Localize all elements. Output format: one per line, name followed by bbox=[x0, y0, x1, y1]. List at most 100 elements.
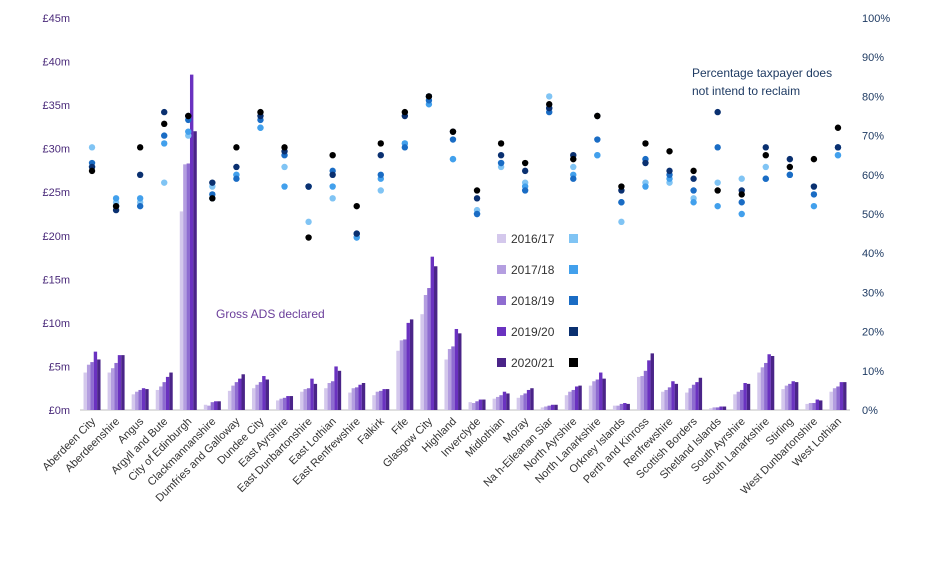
dot-0-22 bbox=[618, 218, 625, 226]
bar-4-26 bbox=[722, 406, 727, 410]
dot-2-29 bbox=[786, 171, 794, 178]
dot-4-8 bbox=[281, 144, 288, 151]
dot-3-3 bbox=[161, 108, 168, 116]
dot-4-12 bbox=[377, 140, 384, 147]
dot-4-31 bbox=[834, 124, 842, 131]
dot-2-22 bbox=[618, 199, 625, 206]
annotation-percentage-line1: Percentage taxpayer does bbox=[692, 66, 832, 80]
bar-1-10 bbox=[327, 383, 331, 410]
dot-2-21 bbox=[594, 136, 601, 143]
bar-3-26 bbox=[719, 406, 723, 410]
bar-1-27 bbox=[736, 391, 741, 410]
bar-1-18 bbox=[520, 395, 524, 410]
bar-1-5 bbox=[207, 405, 211, 410]
bar-4-11 bbox=[361, 383, 366, 410]
left-axis-tick-label: £20m bbox=[42, 231, 70, 243]
dot-2-16 bbox=[473, 210, 481, 218]
bar-4-19 bbox=[554, 404, 558, 410]
bar-0-8 bbox=[276, 400, 280, 410]
bar-2-25 bbox=[691, 384, 696, 410]
bar-4-14 bbox=[434, 266, 438, 410]
bar-4-28 bbox=[770, 355, 775, 410]
bar-3-12 bbox=[382, 389, 386, 410]
right-axis-tick-label: 0% bbox=[862, 405, 878, 417]
dot-1-2 bbox=[136, 195, 144, 202]
dot-4-22 bbox=[618, 183, 625, 190]
dot-1-10 bbox=[329, 183, 336, 190]
dot-3-16 bbox=[473, 195, 481, 202]
bar-2-1 bbox=[114, 362, 118, 410]
bar-1-26 bbox=[712, 407, 716, 410]
bar-4-2 bbox=[145, 389, 149, 410]
left-axis-tick-label: £35m bbox=[42, 100, 70, 112]
legend-dot-swatch-0 bbox=[569, 234, 578, 243]
left-axis-tick-label: £40m bbox=[42, 57, 70, 69]
bar-3-1 bbox=[117, 355, 122, 410]
bar-4-0 bbox=[97, 359, 101, 410]
bar-4-6 bbox=[241, 374, 245, 410]
bar-0-9 bbox=[300, 391, 304, 410]
dot-3-28 bbox=[762, 144, 769, 151]
bar-0-2 bbox=[131, 394, 136, 410]
bar-4-20 bbox=[578, 385, 582, 410]
dot-4-27 bbox=[738, 191, 745, 198]
legend-dot-swatch-4 bbox=[569, 358, 578, 367]
dot-0-26 bbox=[714, 179, 721, 186]
bar-1-8 bbox=[279, 398, 283, 410]
bar-1-7 bbox=[255, 384, 259, 410]
bar-2-29 bbox=[788, 383, 792, 410]
dot-0-12 bbox=[377, 187, 384, 194]
bar-0-22 bbox=[612, 405, 617, 410]
bar-1-22 bbox=[616, 405, 620, 410]
dot-4-9 bbox=[305, 234, 312, 241]
dot-1-26 bbox=[714, 202, 721, 210]
bar-4-17 bbox=[506, 393, 510, 410]
bar-3-25 bbox=[695, 382, 699, 410]
dot-4-29 bbox=[786, 163, 794, 171]
bar-4-9 bbox=[313, 383, 318, 410]
bar-4-16 bbox=[482, 399, 486, 410]
bar-3-22 bbox=[623, 403, 627, 410]
bar-0-3 bbox=[155, 389, 160, 410]
bar-3-17 bbox=[502, 391, 507, 410]
bar-4-27 bbox=[746, 383, 751, 410]
dot-2-2 bbox=[136, 202, 144, 210]
right-axis-tick-label: 40% bbox=[862, 248, 884, 260]
bar-4-22 bbox=[626, 403, 630, 410]
bar-1-9 bbox=[303, 389, 307, 410]
dot-4-18 bbox=[521, 159, 529, 167]
dots-group bbox=[88, 93, 842, 241]
dot-3-5 bbox=[209, 179, 216, 186]
bar-2-8 bbox=[282, 397, 287, 410]
axes-group: £0m £5m £10m £15m £20m £25m £30m £35m £40m £45m 0%… bbox=[42, 13, 890, 417]
legend-label: 2017/18 bbox=[511, 263, 555, 277]
dot-0-27 bbox=[738, 175, 745, 182]
bar-4-18 bbox=[530, 388, 534, 410]
bar-0-19 bbox=[540, 407, 545, 410]
left-axis-tick-label: £10m bbox=[42, 318, 70, 330]
annotation-gross-ads: Gross ADS declared bbox=[216, 307, 325, 321]
bar-1-0 bbox=[86, 364, 91, 410]
bar-2-27 bbox=[740, 389, 744, 410]
bar-2-4 bbox=[186, 163, 190, 410]
left-axis-tick-label: £45m bbox=[42, 13, 70, 25]
bar-4-10 bbox=[337, 370, 342, 410]
dot-2-25 bbox=[690, 187, 697, 194]
dot-3-29 bbox=[786, 155, 794, 163]
dot-1-15 bbox=[449, 155, 457, 163]
dot-1-21 bbox=[594, 152, 601, 159]
bar-1-3 bbox=[159, 386, 163, 410]
bar-4-13 bbox=[409, 319, 414, 410]
right-axis-tick-label: 60% bbox=[862, 170, 884, 182]
bar-2-13 bbox=[403, 339, 407, 410]
bar-2-14 bbox=[427, 288, 431, 410]
dot-4-26 bbox=[714, 187, 721, 194]
dot-4-3 bbox=[161, 120, 168, 128]
legend-dot-swatch-2 bbox=[569, 296, 578, 305]
dot-4-4 bbox=[185, 112, 192, 120]
bar-3-10 bbox=[334, 366, 338, 410]
bar-0-18 bbox=[516, 397, 521, 410]
dot-2-3 bbox=[161, 132, 168, 139]
